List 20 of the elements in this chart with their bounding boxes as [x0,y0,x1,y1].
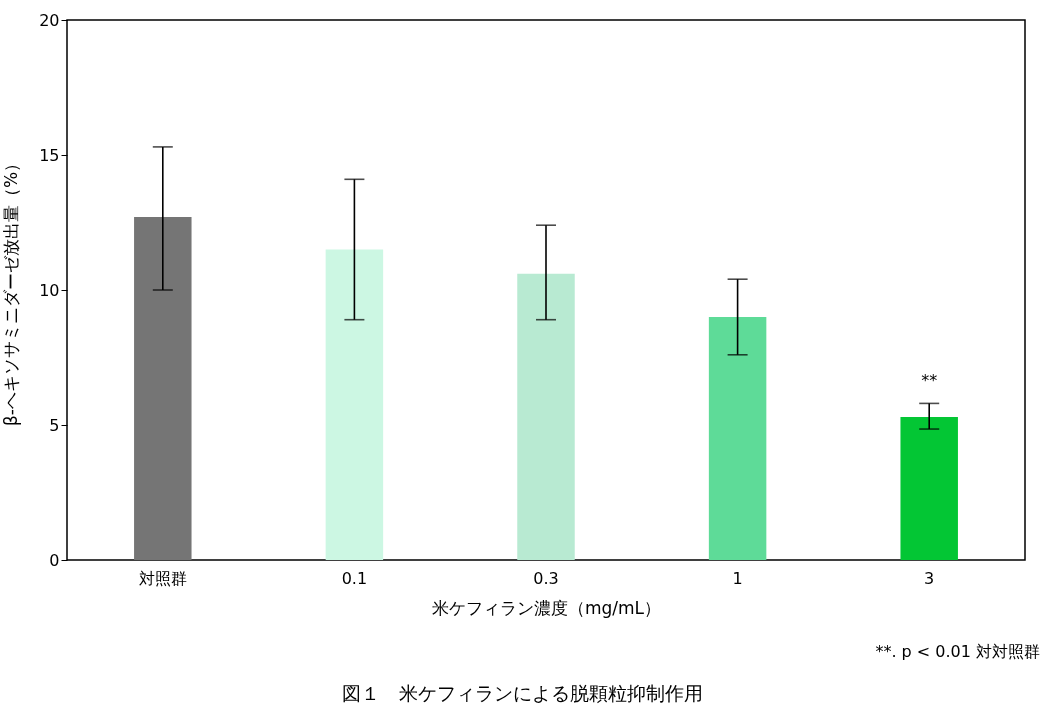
y-tick-label: 15 [39,145,60,165]
text: 図１ 米ケフィランによる脱顆粒抑制作用 [341,681,704,706]
x-tick-label: 0.1 [341,568,368,588]
bar [325,249,384,560]
x-tick-label: 1 [732,568,743,588]
x-tick-label: 0.3 [533,568,559,588]
x-tick-label: 対照群 [138,568,187,588]
y-axis-title: β-ヘキソサミニダーゼ放出量（%） [1,154,22,427]
bar [517,273,575,560]
bar [708,317,767,560]
bar [900,416,958,560]
y-tick-label: 20 [39,10,60,30]
bar [134,217,192,560]
annotation: ** [921,371,938,391]
text: **. p < 0.01 対対照群 [874,642,1040,663]
x-tick-label: 3 [924,568,935,588]
y-tick-label: 10 [39,280,60,300]
y-tick-label: 5 [49,415,60,435]
x-axis-title: 米ケフィラン濃度（mg/mL） [431,597,662,618]
y-tick-label: 0 [49,550,60,570]
